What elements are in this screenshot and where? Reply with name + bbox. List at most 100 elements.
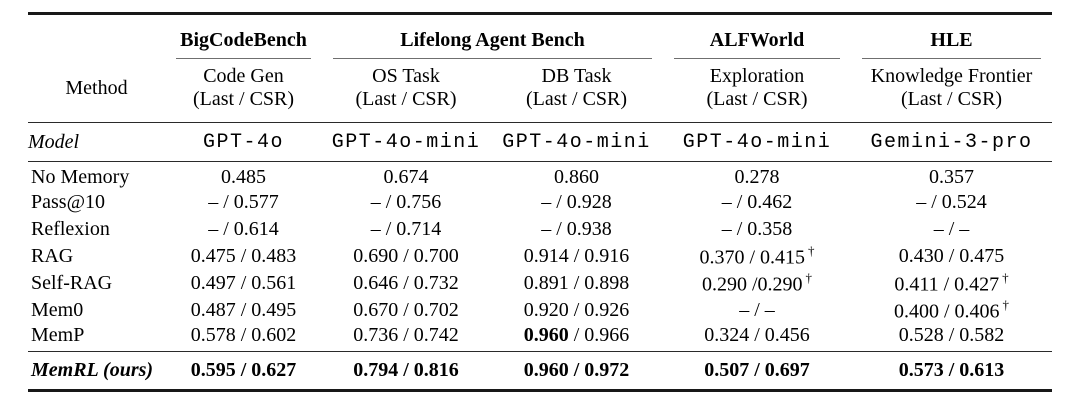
value-cell: 0.960 / 0.966 — [490, 324, 664, 352]
subheader-row: Method Code Gen (Last / CSR) OS Task (Last… — [28, 58, 1053, 123]
value-cell: 0.475 / 0.483 — [190, 245, 297, 267]
model-row: Model GPT-4o GPT-4o-mini GPT-4o-mini GPT… — [28, 122, 1053, 162]
metric-label: (Last / CSR) — [525, 88, 628, 111]
table-row-no-memory: No Memory 0.485 0.674 0.860 0.278 0.357 — [28, 162, 1052, 190]
value-cell: 0.674 — [383, 166, 429, 188]
benchmark-results-table: BigCodeBench Lifelong Agent Bench ALFWor… — [28, 12, 1053, 392]
model-name: GPT-4o — [165, 122, 322, 162]
value-cell: – / 0.524 — [916, 191, 987, 213]
method-column-header: Method — [28, 58, 165, 123]
value-cell: 0.646 / 0.732 — [353, 272, 459, 294]
value-cell: 0.278 — [734, 166, 780, 188]
value-cell: 0.860 — [554, 166, 599, 188]
model-name: Gemini-3-pro — [851, 122, 1053, 162]
value-cell: 0.324 / 0.456 — [663, 324, 852, 352]
value-cell: 0.914 / 0.916 — [523, 245, 630, 267]
method-cell: RAG — [31, 245, 74, 267]
method-cell: Mem0 — [31, 299, 84, 321]
group-alfworld: ALFWorld — [663, 14, 851, 59]
value-cell: 0.736 / 0.742 — [322, 324, 490, 352]
value-cell: 0.595 / 0.627 — [190, 359, 297, 381]
value-cell: 0.528 / 0.582 — [851, 324, 1053, 352]
model-name: GPT-4o-mini — [663, 122, 852, 162]
task-label: DB Task — [541, 65, 612, 88]
value-cell: – / 0.756 — [370, 191, 442, 213]
value-cell: 0.487 / 0.495 — [190, 299, 297, 321]
value-text: 0.400 / 0.406 — [893, 300, 1000, 323]
value-cell: – / 0.577 — [208, 191, 279, 213]
table-row-self-rag: Self-RAG 0.497 / 0.561 0.646 / 0.732 0.8… — [28, 270, 1052, 297]
method-cell: MemRL (ours) — [31, 359, 154, 381]
table-row-memrl-ours: MemRL (ours) 0.595 / 0.627 0.794 / 0.816… — [28, 352, 1052, 391]
value-cell: 0.507 / 0.697 — [704, 359, 810, 381]
group-hle: HLE — [851, 14, 1052, 59]
metric-label: (Last / CSR) — [192, 88, 295, 111]
table-row-rag: RAG 0.475 / 0.483 0.690 / 0.700 0.914 / … — [28, 243, 1052, 270]
method-cell: Reflexion — [31, 218, 110, 240]
metric-label: (Last / CSR) — [355, 88, 457, 111]
value-cell: 0.485 — [221, 166, 266, 188]
subheader-knowledge-frontier: Knowledge Frontier (Last / CSR) — [851, 58, 1053, 123]
metric-label: (Last / CSR) — [900, 88, 1003, 111]
dagger-icon: † — [808, 242, 815, 258]
value-cell: 0.400 / 0.406 † — [851, 297, 1052, 324]
value-cell: 0.891 / 0.898 — [523, 272, 630, 294]
method-cell: Pass@10 — [31, 191, 105, 213]
value-cell: 0.370 / 0.415 † — [663, 243, 851, 270]
value-cell: – / 0.928 — [541, 191, 612, 213]
value-text: 0.370 / 0.415 — [699, 246, 806, 269]
dagger-icon: † — [1002, 269, 1009, 285]
value-cell: 0.690 / 0.700 — [353, 245, 459, 267]
group-label: HLE — [862, 29, 1042, 59]
value-cell: 0.411 / 0.427 † — [851, 270, 1052, 297]
value-text: 0.290 /0.290 — [701, 273, 803, 296]
value-cell: 0.357 — [929, 166, 975, 188]
value-cell: – / 0.462 — [721, 191, 793, 213]
value-cell: 0.670 / 0.702 — [353, 299, 459, 321]
task-label: Exploration — [709, 65, 805, 88]
task-label: OS Task — [372, 65, 440, 88]
subheader-db-task: DB Task (Last / CSR) — [490, 58, 664, 123]
value-cell: 0.430 / 0.475 — [898, 245, 1005, 267]
value-cell: 0.920 / 0.926 — [523, 299, 630, 321]
value-cell: – / – — [933, 218, 970, 240]
value-cell: – / 0.714 — [370, 218, 442, 240]
group-label: Lifelong Agent Bench — [333, 29, 653, 59]
task-label: Knowledge Frontier — [870, 65, 1033, 88]
value-text: 0.411 / 0.427 — [894, 273, 1000, 296]
value-cell: – / 0.938 — [541, 218, 612, 240]
table-row-mem0: Mem0 0.487 / 0.495 0.670 / 0.702 0.920 /… — [28, 297, 1052, 324]
value-text: / 0.966 — [568, 324, 630, 346]
value-cell: – / 0.358 — [721, 218, 793, 240]
subheader-os-task: OS Task (Last / CSR) — [322, 58, 490, 123]
group-bigcodebench: BigCodeBench — [165, 14, 322, 59]
table-row-pass10: Pass@10 – / 0.577 – / 0.756 – / 0.928 – … — [28, 189, 1052, 216]
value-cell: 0.573 / 0.613 — [898, 359, 1005, 381]
task-label: Code Gen — [203, 65, 284, 88]
subheader-exploration: Exploration (Last / CSR) — [663, 58, 852, 123]
value-cell: – / 0.614 — [208, 218, 279, 240]
dagger-icon: † — [1002, 296, 1010, 312]
value-bold-part: 0.960 — [523, 324, 569, 346]
table-row-reflexion: Reflexion – / 0.614 – / 0.714 – / 0.938 … — [28, 216, 1052, 243]
method-cell: MemP — [28, 324, 165, 352]
value-cell: – / – — [739, 299, 775, 321]
group-header-spacer — [28, 14, 165, 59]
value-cell: 0.794 / 0.816 — [353, 359, 459, 381]
value-cell: 0.290 /0.290 † — [663, 270, 851, 297]
model-row-label: Model — [28, 122, 165, 162]
table-row-memp: MemP 0.578 / 0.602 0.736 / 0.742 0.960 /… — [28, 324, 1053, 352]
subheader-code-gen: Code Gen (Last / CSR) — [165, 58, 322, 123]
model-name: GPT-4o-mini — [490, 122, 664, 162]
model-name: GPT-4o-mini — [322, 122, 490, 162]
value-cell: 0.960 / 0.972 — [523, 359, 630, 381]
group-header-row: BigCodeBench Lifelong Agent Bench ALFWor… — [28, 14, 1052, 59]
group-lifelong-agent-bench: Lifelong Agent Bench — [322, 14, 663, 59]
method-cell: Self-RAG — [31, 272, 113, 294]
dagger-icon: † — [805, 269, 813, 285]
value-cell: 0.497 / 0.561 — [190, 272, 297, 294]
method-cell: No Memory — [31, 166, 130, 188]
group-label: BigCodeBench — [176, 29, 311, 59]
value-cell: 0.578 / 0.602 — [165, 324, 322, 352]
